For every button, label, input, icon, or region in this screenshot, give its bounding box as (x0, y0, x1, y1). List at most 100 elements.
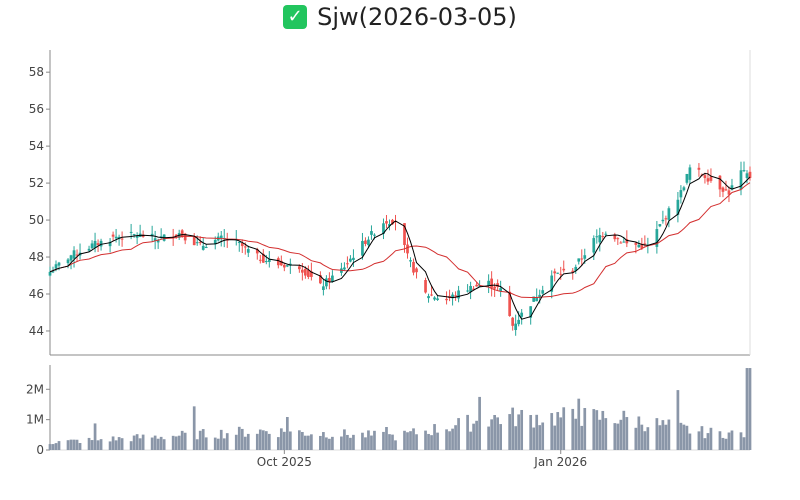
volume-bar (688, 433, 692, 450)
candle-up (604, 233, 608, 235)
volume-bar (592, 409, 596, 450)
candle-up (658, 224, 662, 227)
long-moving-average-line (49, 182, 751, 298)
volume-bar (658, 425, 662, 450)
volume-bar (108, 441, 112, 450)
candle-up (237, 241, 241, 243)
price-tick-label: 48 (29, 250, 44, 264)
volume-bar (472, 423, 475, 450)
price-tick-label: 46 (29, 287, 44, 301)
candle-down (490, 278, 493, 288)
candle-down (198, 242, 202, 244)
volume-bar (634, 427, 638, 450)
candle-down (616, 238, 620, 240)
volume-panel: 0 1M 2M (26, 365, 752, 457)
candle-down (180, 230, 184, 237)
price-tick-label: 50 (29, 213, 44, 227)
candle-down (282, 264, 286, 268)
volume-bar (394, 440, 397, 450)
candle-up (583, 255, 587, 259)
candle-down (192, 236, 196, 246)
candle-down (571, 270, 575, 273)
candle-up (427, 296, 430, 299)
volume-bar (298, 430, 301, 450)
volume-bar (430, 435, 433, 450)
volume-bar (72, 439, 76, 450)
volume-bar (451, 428, 454, 450)
volume-bar (448, 431, 451, 450)
candle-up (325, 278, 328, 287)
candle-up (153, 238, 157, 241)
candle-up (343, 267, 346, 270)
candle-up (129, 231, 133, 233)
volume-bar (192, 406, 196, 450)
candle-down (319, 275, 322, 284)
candle-up (201, 245, 205, 250)
volume-bar (93, 423, 97, 450)
volume-bar (213, 437, 217, 450)
short-moving-average-line (49, 172, 751, 320)
candle-up (367, 239, 370, 246)
volume-bar (382, 431, 385, 450)
candle-up (655, 229, 659, 247)
candle-up (550, 275, 554, 292)
volume-bar (171, 435, 175, 450)
volume-bar (655, 418, 659, 450)
volume-bar (279, 428, 283, 450)
candle-up (661, 219, 665, 222)
candle-down (493, 286, 496, 289)
volume-bar (141, 434, 145, 450)
volume-bar (285, 417, 289, 450)
candle-down (394, 221, 397, 223)
volume-bar (156, 438, 160, 450)
candle-up (679, 190, 683, 198)
volume-bar (282, 431, 286, 450)
volume-bar (48, 444, 52, 450)
volume-bar (538, 425, 542, 450)
candle-up (349, 258, 352, 262)
candle-up (517, 319, 521, 325)
volume-bar (637, 416, 641, 450)
candle-up (574, 266, 578, 272)
volume-bar (424, 430, 427, 450)
candle-down (75, 254, 79, 256)
candle-down (553, 271, 557, 274)
volume-bar (661, 420, 665, 450)
candle-down (562, 268, 566, 271)
candle-down (424, 280, 427, 293)
volume-bar (643, 431, 647, 450)
volume-bar (349, 437, 352, 450)
volume-bar (574, 418, 578, 450)
candle-up (219, 235, 223, 239)
candle-down (640, 243, 644, 249)
candle-up (66, 259, 70, 264)
candle-up (514, 323, 518, 331)
volume-bar (361, 432, 364, 450)
volume-bar (508, 414, 512, 450)
volume-bar (255, 433, 259, 450)
candle-down (511, 317, 515, 326)
candle-down (445, 298, 448, 301)
volume-bar (598, 419, 602, 450)
volume-bar (595, 410, 599, 450)
volume-bar (676, 390, 680, 450)
candle-down (258, 259, 262, 261)
volume-bar (613, 423, 617, 450)
candle-down (328, 277, 331, 282)
candle-up (499, 288, 502, 292)
candle-down (403, 223, 406, 246)
candle-up (114, 236, 118, 239)
candle-down (385, 221, 388, 224)
volume-bar (177, 435, 181, 450)
volume-bar (340, 436, 343, 450)
volume-bar (724, 438, 728, 450)
volume-bar (622, 410, 626, 450)
candle-up (469, 285, 472, 293)
volume-bar (718, 431, 722, 450)
volume-bar (703, 438, 707, 450)
volume-bar (550, 413, 554, 450)
volume-bar (129, 441, 133, 450)
volume-bar (288, 431, 292, 450)
candle-down (625, 239, 629, 244)
candle-down (709, 176, 713, 181)
